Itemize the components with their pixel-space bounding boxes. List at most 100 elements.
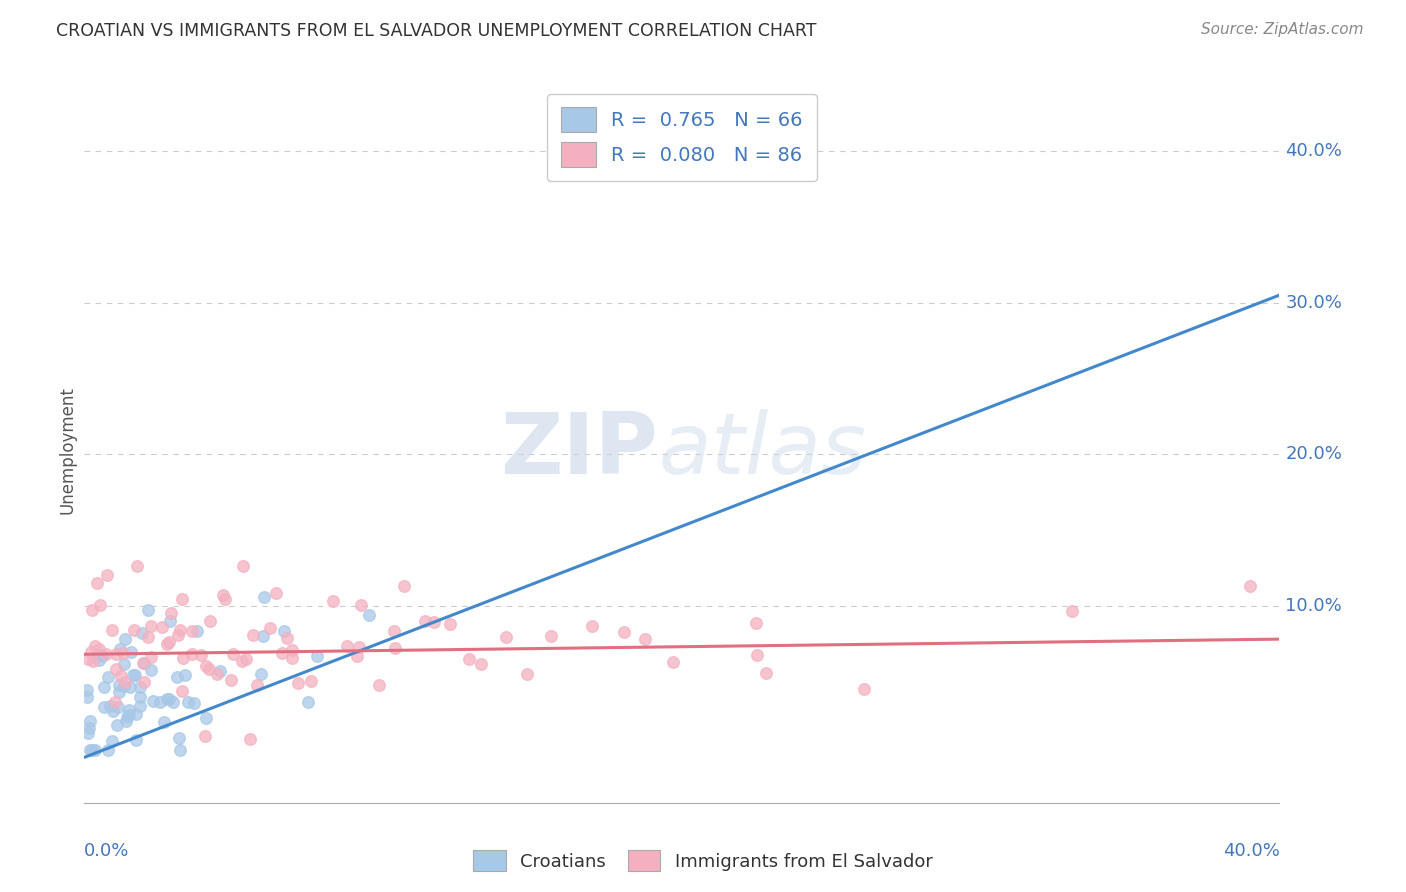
Point: [76, 690, 98, 704]
Point: [93, 699, 115, 714]
Point: [273, 624, 295, 638]
Point: [271, 646, 294, 660]
Point: [634, 632, 657, 646]
Point: [82, 602, 104, 616]
Point: [174, 668, 197, 682]
Text: Source: ZipAtlas.com: Source: ZipAtlas.com: [1201, 22, 1364, 37]
Point: [108, 678, 131, 692]
Point: [127, 558, 149, 573]
Point: [613, 624, 636, 639]
Point: [166, 670, 188, 684]
Point: [181, 624, 204, 639]
Point: [195, 659, 218, 673]
Point: [156, 637, 179, 651]
Point: [299, 673, 322, 688]
Point: [276, 631, 298, 645]
Point: [89, 642, 111, 657]
Point: [423, 615, 446, 629]
Point: [212, 588, 235, 602]
Point: [121, 668, 143, 682]
Point: [125, 732, 148, 747]
Point: [76, 683, 98, 698]
Point: [120, 680, 142, 694]
Point: [112, 679, 135, 693]
Point: [195, 711, 218, 725]
Point: [131, 626, 153, 640]
Point: [124, 668, 146, 682]
Point: [93, 680, 115, 694]
Point: [97, 743, 120, 757]
Point: [104, 695, 127, 709]
Point: [259, 621, 281, 635]
Point: [170, 592, 193, 607]
Point: [853, 681, 876, 696]
Point: [235, 652, 257, 666]
Point: [246, 678, 269, 692]
Point: [194, 729, 217, 743]
Point: [287, 676, 309, 690]
Point: [128, 698, 150, 713]
Point: [169, 743, 191, 757]
Point: [110, 669, 132, 683]
Point: [79, 743, 101, 757]
Point: [1239, 579, 1261, 593]
Point: [159, 614, 181, 628]
Point: [98, 698, 121, 713]
Point: [239, 731, 262, 746]
Point: [439, 616, 461, 631]
Text: atlas: atlas: [658, 409, 866, 492]
Legend: Croatians, Immigrants from El Salvador: Croatians, Immigrants from El Salvador: [467, 843, 939, 879]
Point: [160, 607, 183, 621]
Point: [101, 624, 124, 638]
Point: [745, 648, 768, 662]
Point: [121, 645, 143, 659]
Point: [322, 594, 344, 608]
Point: [79, 714, 101, 728]
Point: [118, 703, 141, 717]
Point: [114, 675, 136, 690]
Point: [214, 591, 236, 606]
Point: [105, 647, 128, 661]
Point: [136, 602, 159, 616]
Point: [350, 598, 373, 612]
Point: [382, 624, 405, 638]
Point: [148, 695, 170, 709]
Text: ZIP: ZIP: [501, 409, 658, 492]
Point: [107, 700, 129, 714]
Point: [181, 647, 204, 661]
Point: [114, 632, 136, 646]
Point: [264, 585, 287, 599]
Point: [132, 656, 155, 670]
Point: [250, 666, 273, 681]
Point: [167, 628, 190, 642]
Point: [112, 657, 135, 672]
Point: [162, 695, 184, 709]
Point: [125, 707, 148, 722]
Point: [132, 656, 155, 670]
Point: [368, 678, 391, 692]
Point: [336, 640, 359, 654]
Point: [150, 620, 173, 634]
Point: [97, 670, 120, 684]
Point: [96, 647, 118, 661]
Point: [141, 619, 163, 633]
Point: [141, 663, 163, 677]
Point: [170, 684, 193, 698]
Point: [89, 653, 111, 667]
Point: [222, 647, 245, 661]
Point: [167, 731, 190, 745]
Point: [540, 629, 562, 643]
Point: [77, 725, 100, 739]
Text: 40.0%: 40.0%: [1223, 842, 1279, 860]
Point: [183, 697, 205, 711]
Point: [118, 708, 141, 723]
Point: [84, 640, 107, 654]
Point: [242, 628, 264, 642]
Point: [207, 667, 229, 681]
Point: [281, 650, 304, 665]
Point: [115, 714, 138, 728]
Point: [394, 579, 416, 593]
Text: 40.0%: 40.0%: [1285, 142, 1343, 161]
Point: [495, 630, 517, 644]
Point: [384, 640, 406, 655]
